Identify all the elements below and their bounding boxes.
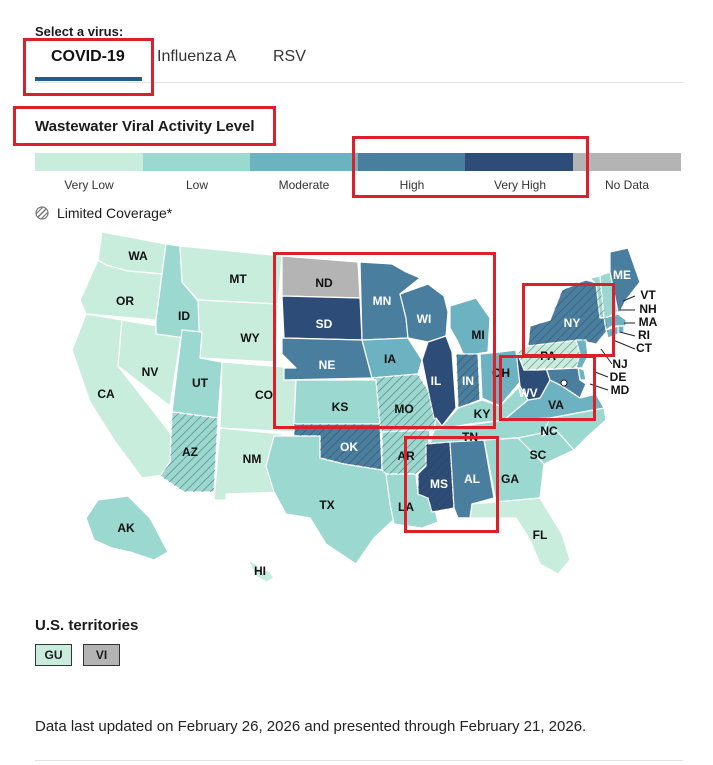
state-nm[interactable] bbox=[213, 427, 283, 501]
state-label-co: CO bbox=[255, 388, 273, 402]
limited-coverage-hatch-ms bbox=[418, 442, 454, 512]
state-label-ca: CA bbox=[97, 387, 115, 401]
state-label-nj: NJ bbox=[612, 357, 627, 371]
state-label-ms: MS bbox=[430, 477, 448, 491]
limited-coverage-hatch-mo bbox=[372, 374, 436, 432]
state-label-in: IN bbox=[462, 374, 474, 388]
state-label-id: ID bbox=[178, 309, 190, 323]
legend-label-moderate: Moderate bbox=[278, 178, 330, 192]
state-label-wv: WV bbox=[518, 386, 537, 400]
legend-swatch-low bbox=[142, 153, 251, 171]
state-label-wy: WY bbox=[240, 331, 259, 345]
state-label-or: OR bbox=[116, 294, 134, 308]
hatch-pattern-icon bbox=[35, 206, 49, 220]
state-label-md: MD bbox=[611, 383, 630, 397]
state-label-hi: HI bbox=[254, 564, 266, 578]
state-label-ga: GA bbox=[501, 472, 519, 486]
state-label-mo: MO bbox=[394, 402, 413, 416]
limited-coverage-label: Limited Coverage* bbox=[57, 205, 173, 221]
limited-coverage-key: Limited Coverage* bbox=[35, 205, 172, 221]
state-hi[interactable] bbox=[247, 559, 275, 583]
state-label-sc: SC bbox=[530, 448, 547, 462]
tab-influenza-a[interactable]: Influenza A bbox=[157, 48, 237, 65]
legend-swatch-very-high bbox=[465, 153, 573, 171]
state-label-ne: NE bbox=[319, 358, 336, 372]
limited-coverage-hatch-ok bbox=[294, 424, 382, 470]
virus-select-label: Select a virus: bbox=[35, 24, 124, 39]
highlight-box-high-legend bbox=[352, 136, 589, 198]
state-label-nh: NH bbox=[639, 302, 656, 316]
state-label-tx: TX bbox=[319, 498, 334, 512]
state-me[interactable] bbox=[609, 247, 641, 313]
highlight-box-wv bbox=[499, 355, 596, 421]
state-label-ok: OK bbox=[340, 440, 358, 454]
highlight-box-section-title bbox=[13, 106, 276, 146]
state-label-nc: NC bbox=[540, 424, 558, 438]
territory-vi[interactable]: VI bbox=[83, 644, 120, 666]
state-wy[interactable] bbox=[197, 299, 279, 363]
territories-title: U.S. territories bbox=[35, 617, 139, 634]
state-label-ny: NY bbox=[564, 316, 581, 330]
state-label-ma: MA bbox=[639, 315, 658, 329]
state-la[interactable] bbox=[385, 473, 439, 529]
state-label-al: AL bbox=[464, 472, 480, 486]
state-label-nm: NM bbox=[243, 452, 262, 466]
data-updated-note: Data last updated on February 26, 2026 a… bbox=[35, 718, 587, 735]
virus-tabs: COVID-19 Influenza A RSV bbox=[35, 40, 683, 83]
state-label-ky: KY bbox=[474, 407, 491, 421]
state-label-il: IL bbox=[431, 374, 442, 388]
limited-coverage-hatch-az bbox=[160, 412, 218, 492]
legend-bar bbox=[35, 153, 681, 171]
bottom-divider bbox=[35, 760, 683, 761]
state-label-de: DE bbox=[610, 370, 627, 384]
state-label-va: VA bbox=[548, 398, 564, 412]
state-label-nv: NV bbox=[142, 365, 159, 379]
state-ia[interactable] bbox=[361, 337, 423, 379]
state-label-ak: AK bbox=[117, 521, 135, 535]
state-label-ct: CT bbox=[636, 341, 653, 355]
limited-coverage-hatch-in bbox=[456, 354, 480, 408]
map-section-title: Wastewater Viral Activity Level bbox=[35, 118, 255, 135]
state-label-mt: MT bbox=[229, 272, 247, 286]
state-ak[interactable] bbox=[85, 495, 169, 561]
state-label-ia: IA bbox=[384, 352, 396, 366]
state-ga[interactable] bbox=[483, 437, 545, 503]
highlight-box-northeast bbox=[522, 283, 615, 357]
state-label-ks: KS bbox=[332, 400, 349, 414]
active-tab-indicator bbox=[35, 77, 142, 81]
legend-swatch-moderate bbox=[250, 153, 358, 171]
state-label-me: ME bbox=[613, 268, 631, 282]
legend-swatch-high bbox=[357, 153, 466, 171]
highlight-box-midwest bbox=[273, 252, 496, 429]
state-label-vt: VT bbox=[640, 288, 656, 302]
state-label-ri: RI bbox=[638, 328, 650, 342]
state-label-fl: FL bbox=[533, 528, 548, 542]
legend-label-high: High bbox=[399, 178, 425, 192]
state-label-wi: WI bbox=[417, 312, 432, 326]
state-label-wa: WA bbox=[128, 249, 148, 263]
legend-label-very-low: Very Low bbox=[64, 178, 114, 192]
tab-covid-19[interactable]: COVID-19 bbox=[51, 48, 125, 65]
limited-coverage-hatch-ny bbox=[528, 280, 608, 346]
us-state-map: WA OR CA NV ID MT WY UT AZ CO NM ND SD NE KS OK TX MN IA MO… bbox=[71, 231, 658, 583]
legend-label-very-high: Very High bbox=[493, 178, 547, 192]
legend-label-no-data: No Data bbox=[604, 178, 650, 192]
state-label-mn: MN bbox=[373, 294, 392, 308]
state-label-ut: UT bbox=[192, 376, 209, 390]
state-label-nd: ND bbox=[315, 276, 333, 290]
state-fl[interactable] bbox=[457, 497, 571, 575]
state-label-az: AZ bbox=[182, 445, 198, 459]
legend-swatch-no-data bbox=[572, 153, 681, 171]
highlight-box-ms-al bbox=[404, 436, 499, 533]
highlight-box-covid-tab bbox=[23, 38, 154, 96]
state-label-mi: MI bbox=[471, 328, 484, 342]
state-label-sd: SD bbox=[316, 317, 333, 331]
legend-swatch-very-low bbox=[35, 153, 143, 171]
tab-rsv[interactable]: RSV bbox=[273, 48, 306, 65]
territory-gu[interactable]: GU bbox=[35, 644, 72, 666]
legend-label-low: Low bbox=[185, 178, 208, 192]
